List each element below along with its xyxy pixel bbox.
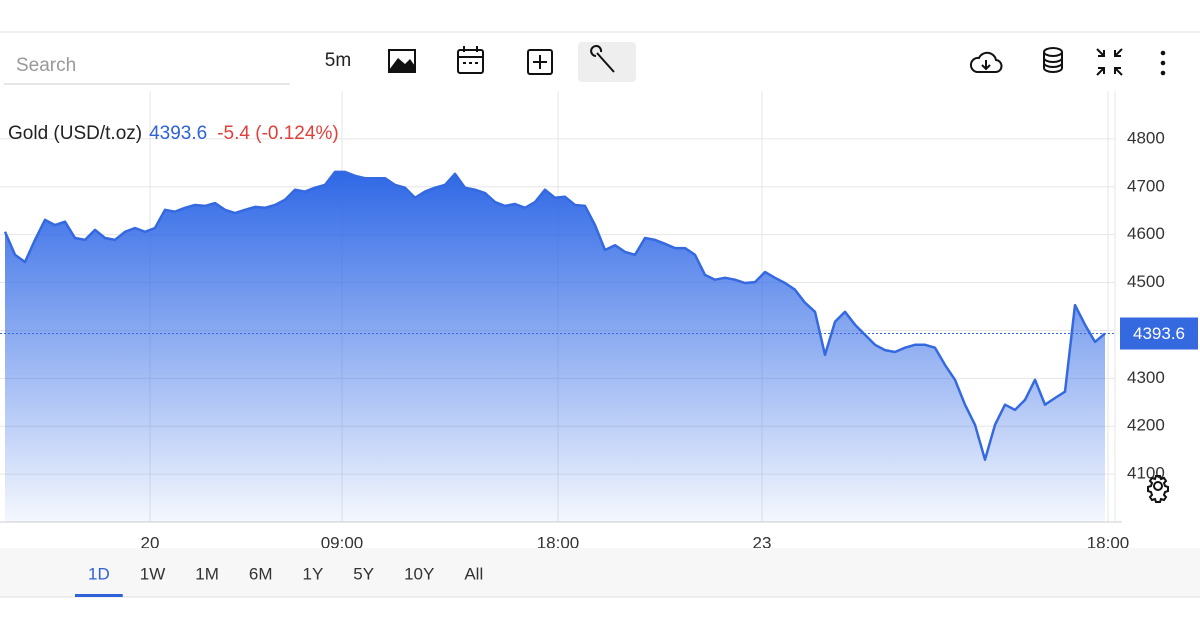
area-fill <box>5 171 1105 522</box>
range-button[interactable]: 1W <box>140 564 166 583</box>
chart-title: Gold (USD/t.oz) <box>8 123 142 144</box>
data-button[interactable] <box>1043 47 1063 73</box>
range-button[interactable]: 10Y <box>404 564 434 583</box>
chart-type-button[interactable] <box>388 49 416 73</box>
range-bar <box>0 548 1200 597</box>
calendar-button[interactable] <box>457 46 484 74</box>
search-input[interactable]: Search <box>16 55 76 76</box>
range-buttons: 1D 1W 1M 6M 1Y 5Y 10Y All <box>75 564 483 597</box>
settings-button[interactable] <box>1147 475 1169 503</box>
range-selected-underline <box>75 594 123 597</box>
plot: 410042004300440045004600470048002009:001… <box>0 91 1198 552</box>
last-price-tag-label: 4393.6 <box>1133 324 1185 343</box>
range-button[interactable]: All <box>464 564 483 583</box>
y-tick-label: 4500 <box>1127 272 1165 291</box>
range-button[interactable]: 1D <box>88 564 110 583</box>
price-line <box>3 170 1106 461</box>
download-button[interactable] <box>969 51 1003 73</box>
y-tick-label: 4800 <box>1127 128 1165 147</box>
y-tick-label: 4300 <box>1127 368 1165 387</box>
wrench-icon <box>590 45 615 73</box>
price-change: -5.4 (-0.124%) <box>217 123 338 144</box>
tools-button[interactable] <box>578 42 636 82</box>
x-tick-label: 20 <box>141 533 160 552</box>
interval-button[interactable]: 5m <box>325 50 351 71</box>
y-tick-label: 4700 <box>1127 176 1165 195</box>
range-button[interactable]: 1Y <box>302 564 323 583</box>
compare-button[interactable] <box>527 49 553 75</box>
x-tick-label: 18:00 <box>1087 533 1130 552</box>
collapse-button[interactable] <box>1096 48 1123 76</box>
last-price: 4393.6 <box>149 123 207 144</box>
menu-button[interactable] <box>1160 50 1166 76</box>
range-button[interactable]: 1M <box>195 564 219 583</box>
y-tick-label: 4200 <box>1127 416 1165 435</box>
y-tick-label: 4100 <box>1127 464 1165 483</box>
last-price-tag <box>1120 317 1198 350</box>
range-button[interactable]: 6M <box>249 564 273 583</box>
toolbar: Search 5m <box>4 42 1166 85</box>
x-tick-label: 09:00 <box>321 533 364 552</box>
y-tick-label: 4600 <box>1127 224 1165 243</box>
x-tick-label: 23 <box>753 533 772 552</box>
x-tick-label: 18:00 <box>537 533 580 552</box>
range-button[interactable]: 5Y <box>353 564 374 583</box>
